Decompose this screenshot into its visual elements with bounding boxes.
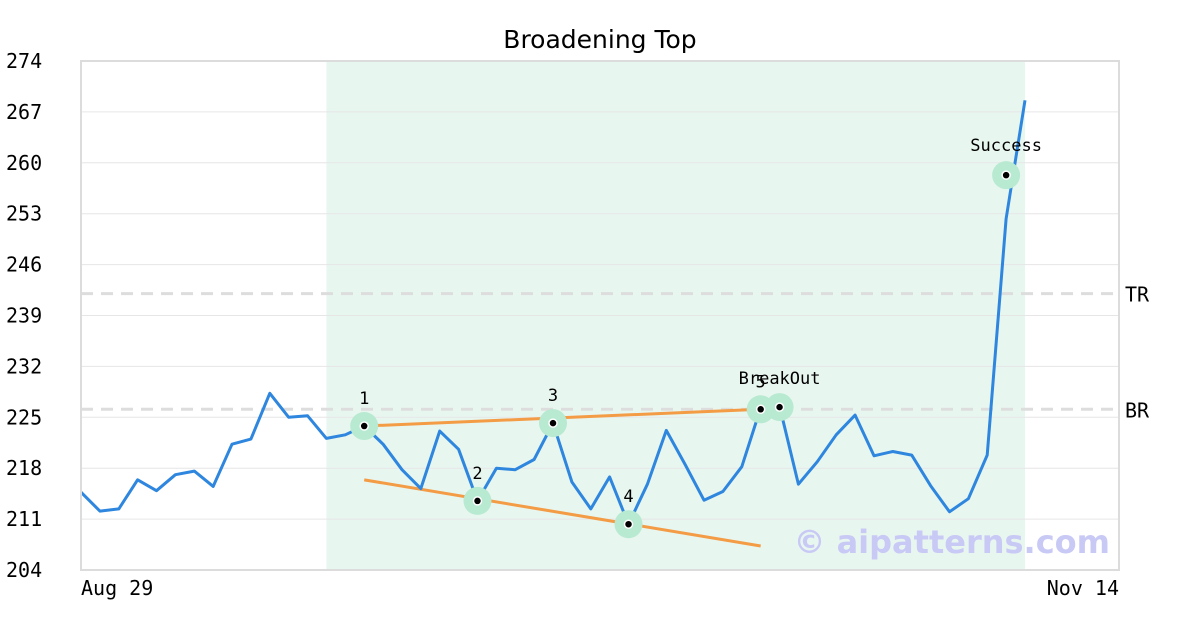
y-tick-label: 225	[6, 405, 42, 429]
point-label: 1	[359, 389, 369, 409]
y-tick-label: 253	[6, 202, 42, 226]
reference-label-tr: TR	[1125, 283, 1150, 307]
y-tick-label: 204	[6, 558, 42, 582]
y-tick-label: 211	[6, 507, 42, 531]
point-label: BreakOut	[739, 369, 821, 389]
point-label: 5	[756, 372, 766, 392]
lower-trendline	[363, 478, 761, 548]
pattern-point-2: 2	[463, 464, 492, 515]
point-label: 2	[472, 464, 482, 484]
point-marker	[548, 418, 558, 428]
pattern-point-4: 4	[614, 487, 643, 539]
y-tick-label: 274	[6, 49, 42, 73]
chart-title: Broadening Top	[503, 25, 696, 54]
y-tick-label: 218	[6, 456, 42, 480]
y-tick-label: 239	[6, 304, 42, 328]
watermark: © aipatterns.com	[793, 523, 1110, 561]
pattern-point-1: 1	[350, 389, 379, 441]
pattern-point-breakout: BreakOut	[739, 369, 821, 422]
y-tick-label: 246	[6, 253, 42, 277]
point-marker	[755, 404, 766, 415]
pattern-point-3: 3	[539, 386, 567, 438]
point-marker	[359, 421, 369, 431]
plot-frame	[80, 60, 1120, 571]
point-label: 4	[623, 487, 633, 507]
point-marker	[472, 496, 483, 506]
reference-lines: TR BR	[81, 283, 1150, 422]
point-label: Success	[970, 136, 1042, 156]
y-axis-ticks: 204 211 218 225 232 239 246 253 260 267 274	[6, 49, 42, 582]
y-tick-label: 267	[6, 100, 42, 124]
point-marker	[774, 402, 785, 412]
x-tick-start: Aug 29	[81, 576, 153, 600]
x-tick-end: Nov 14	[1047, 576, 1119, 600]
y-tick-label: 260	[6, 151, 42, 175]
pattern-point-success: Success	[970, 136, 1042, 190]
point-marker	[1001, 170, 1011, 180]
y-tick-label: 232	[6, 354, 42, 378]
point-label: 3	[548, 386, 558, 406]
point-marker	[623, 519, 634, 529]
reference-label-br: BR	[1125, 398, 1150, 422]
